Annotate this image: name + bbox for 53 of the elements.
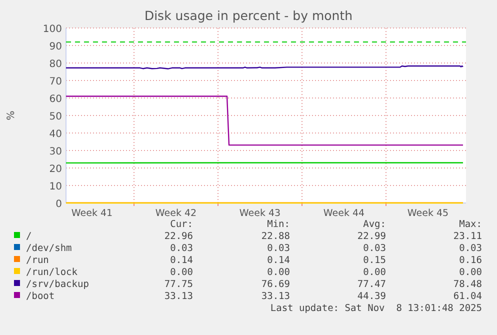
chart-title: Disk usage in percent - by month <box>144 8 353 23</box>
text: Max: <box>459 219 482 230</box>
text: Avg: <box>363 219 386 230</box>
text: 76.69 <box>261 279 290 290</box>
text: 0.00 <box>170 267 194 278</box>
text: 0.00 <box>459 267 482 278</box>
text: Cur: <box>170 219 193 230</box>
legend-label: / <box>26 231 32 242</box>
y-axis-title: % <box>6 110 17 120</box>
text: 0.14 <box>170 255 194 266</box>
y-tick-label: 80 <box>49 59 62 70</box>
legend-label: /dev/shm <box>26 243 72 254</box>
text: 77.75 <box>164 279 193 290</box>
legend-label: /run <box>26 255 49 266</box>
y-tick-label: 20 <box>49 164 62 175</box>
text: 33.13 <box>261 291 290 302</box>
text: 0.00 <box>267 267 290 278</box>
text: 0.03 <box>363 243 386 254</box>
text: 22.99 <box>357 231 386 242</box>
text: 22.96 <box>164 231 194 242</box>
y-tick-label: 100 <box>42 24 62 35</box>
x-tick-label: Week 43 <box>239 208 281 219</box>
y-tick-label: 70 <box>49 76 62 88</box>
text: Min: <box>267 219 290 230</box>
x-tick-label: Week 42 <box>155 208 197 219</box>
text: 61.04 <box>453 291 482 302</box>
y-tick-label: 0 <box>56 199 62 210</box>
y-tick-label: 40 <box>49 129 62 140</box>
legend-label: /boot <box>26 291 55 302</box>
y-tick-label: 60 <box>49 94 62 105</box>
y-tick-label: 10 <box>49 182 62 192</box>
text: 78.48 <box>453 279 482 290</box>
text: 0.14 <box>267 255 290 266</box>
text: 22.88 <box>261 231 290 242</box>
y-tick-label: 90 <box>49 42 62 52</box>
text: 0.03 <box>170 243 193 254</box>
legend-label: /run/lock <box>26 267 78 278</box>
text: 0.00 <box>363 267 386 278</box>
text: 0.16 <box>459 255 482 266</box>
text: Last update: Sat Nov 8 13:01:48 2025 <box>270 303 482 314</box>
x-tick-label: Week 45 <box>407 208 449 219</box>
text: 33.13 <box>164 291 193 302</box>
text: 0.15 <box>363 255 386 266</box>
legend-label: /srv/backup <box>26 279 90 290</box>
x-tick-label: Week 41 <box>71 208 113 219</box>
text: 44.39 <box>357 291 386 302</box>
y-tick-label: 30 <box>49 146 62 158</box>
x-tick-label: Week 44 <box>323 208 365 219</box>
text: 23.11 <box>453 231 482 242</box>
text: 0.03 <box>267 243 290 254</box>
y-tick-label: 50 <box>49 112 62 122</box>
text: 0.03 <box>459 243 482 254</box>
text: 77.47 <box>357 279 386 290</box>
